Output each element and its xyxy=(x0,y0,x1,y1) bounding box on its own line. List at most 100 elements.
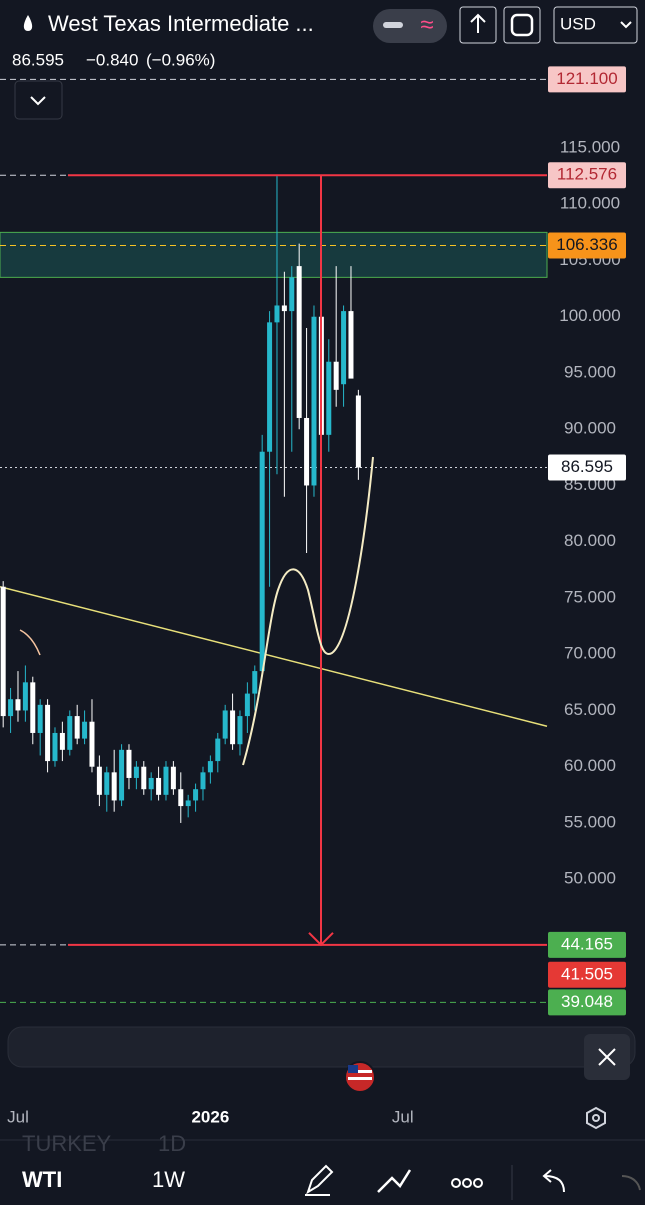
compare-toggle[interactable] xyxy=(373,9,447,43)
candle-body xyxy=(22,682,28,711)
candle-body xyxy=(267,322,273,452)
price-tag xyxy=(548,66,626,93)
interval-button[interactable]: 1W xyxy=(152,1167,185,1192)
candle-body xyxy=(348,311,354,379)
candle-body xyxy=(89,721,95,767)
candle-body xyxy=(178,789,184,807)
candle-body xyxy=(15,699,21,711)
hidden-symbol: TURKEY xyxy=(22,1131,112,1156)
price-tag-label: 86.595 xyxy=(561,457,613,476)
symbol-title[interactable]: West Texas Intermediate ... xyxy=(48,11,314,36)
candle-body xyxy=(8,699,14,717)
price-tag-label: 112.576 xyxy=(557,165,617,184)
close-icon xyxy=(598,1048,616,1066)
candle-body xyxy=(304,417,310,486)
news-banner[interactable] xyxy=(7,1026,636,1068)
candle-body xyxy=(237,716,243,745)
chevron-icon xyxy=(30,96,46,106)
candle-body xyxy=(45,704,51,762)
y-tick-label: 80.000 xyxy=(564,531,616,550)
settings-icon[interactable] xyxy=(586,1106,606,1130)
candle-body xyxy=(141,766,147,790)
candle-body xyxy=(193,789,199,801)
y-tick-label: 50.000 xyxy=(564,869,616,888)
candle-body xyxy=(126,749,132,778)
x-tick-label: Jul xyxy=(7,1107,29,1126)
y-tick-label: 75.000 xyxy=(564,587,616,606)
candle-body xyxy=(200,772,206,790)
y-tick-label: 95.000 xyxy=(564,362,616,381)
candle-body xyxy=(67,716,73,750)
last-price: 86.595 xyxy=(12,50,64,69)
y-tick-label: 90.000 xyxy=(564,419,616,438)
candle-body xyxy=(59,732,65,750)
redo-button[interactable] xyxy=(621,1175,641,1191)
candle-body xyxy=(163,766,169,795)
dropdown-icon xyxy=(620,21,632,29)
candle-body xyxy=(148,777,154,790)
fullscreen-button[interactable] xyxy=(503,6,541,44)
candle-body xyxy=(30,682,36,733)
y-tick-label: 60.000 xyxy=(564,756,616,775)
share-icon xyxy=(470,13,486,33)
candle-body xyxy=(244,693,250,717)
x-tick-label: 2026 xyxy=(191,1107,229,1126)
symbol-button[interactable]: WTI xyxy=(22,1167,62,1192)
candle-body xyxy=(207,761,213,773)
candle-body xyxy=(215,738,221,762)
hidden-interval: 1D xyxy=(158,1131,186,1156)
minus-icon xyxy=(383,22,403,28)
oil-icon xyxy=(23,15,33,31)
candle-body xyxy=(0,586,6,717)
price-tag-label: 44.165 xyxy=(561,934,613,953)
collapse-button[interactable] xyxy=(14,80,63,120)
price-tag xyxy=(548,232,626,259)
candle-body xyxy=(274,305,280,323)
candle-body xyxy=(185,800,191,807)
price-tag xyxy=(548,961,626,988)
candle-body xyxy=(74,716,80,739)
candle-body xyxy=(252,671,258,694)
currency: USD xyxy=(560,14,596,33)
sketch-stroke xyxy=(19,629,41,656)
price-tag xyxy=(548,931,626,958)
currency-select[interactable] xyxy=(553,6,638,44)
line-tool[interactable] xyxy=(377,1169,412,1193)
projection-sketch xyxy=(242,456,374,766)
candle-body xyxy=(259,451,265,672)
price-change-pct: (−0.96%) xyxy=(146,50,215,69)
y-tick-label: 70.000 xyxy=(564,644,616,663)
undo-button[interactable] xyxy=(542,1169,565,1193)
flag-stripe xyxy=(348,1070,372,1073)
settings-dot xyxy=(592,1114,600,1122)
flag-stripe xyxy=(348,1077,372,1080)
flag-canton xyxy=(348,1065,358,1073)
candle-body xyxy=(355,395,361,468)
draw-tool[interactable] xyxy=(305,1164,334,1196)
candle-body xyxy=(326,361,332,435)
price-tag-label: 39.048 xyxy=(561,992,613,1011)
candle-body xyxy=(82,721,88,739)
candle-body xyxy=(96,766,102,795)
candle-body xyxy=(230,710,236,745)
resistance-zone xyxy=(0,231,548,278)
more-button[interactable] xyxy=(451,1178,483,1188)
candle-body xyxy=(311,316,317,486)
x-tick-label: Jul xyxy=(392,1107,414,1126)
candle-body xyxy=(52,732,58,762)
target-arrow xyxy=(308,175,334,947)
candle-body xyxy=(333,361,339,390)
candle-body xyxy=(222,710,228,739)
y-tick-label: 115.000 xyxy=(560,137,620,156)
price-tag xyxy=(548,989,626,1016)
trendline xyxy=(0,585,548,727)
fullscreen-icon xyxy=(510,13,534,37)
candle-body xyxy=(156,777,162,795)
candle-body xyxy=(111,772,117,801)
candle-body xyxy=(341,311,347,385)
price-tag xyxy=(548,162,626,189)
candle-body xyxy=(281,305,287,312)
price-change: −0.840 xyxy=(86,50,138,69)
